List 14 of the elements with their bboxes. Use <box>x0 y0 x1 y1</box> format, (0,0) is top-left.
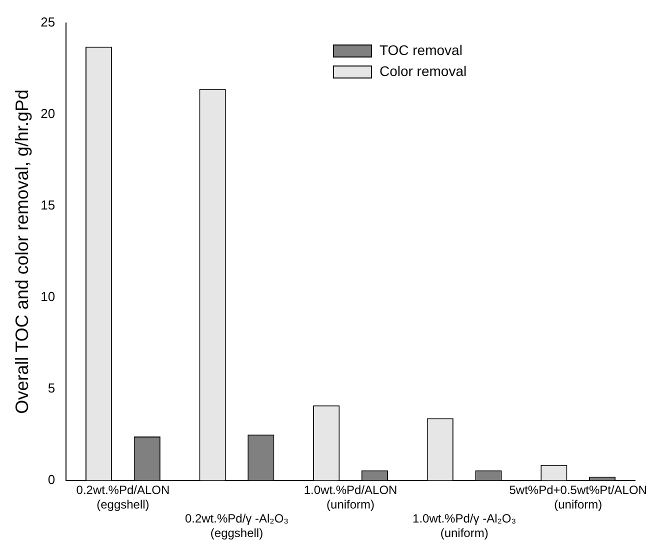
y-tick-label: 15 <box>40 198 56 213</box>
x-tick-label: 0.2wt.%Pd/ALON (eggshell) <box>76 482 170 512</box>
y-tick-label: 10 <box>40 289 56 304</box>
x-tick-label: 1.0wt.%Pd/γ -Al₂O₃ (uniform) <box>412 512 516 540</box>
y-tick-label: 0 <box>48 472 56 487</box>
legend-label: Color removal <box>379 62 467 79</box>
y-tick-label: 5 <box>48 380 56 396</box>
y-tick-label: 20 <box>40 106 56 122</box>
y-tick-label: 25 <box>40 14 56 30</box>
legend-label: TOC removal <box>379 42 462 58</box>
x-tick-label: 5wt%Pd+0.5wt%Pt/ALON (uniform) <box>509 482 647 512</box>
y-axis-title: Overall TOC and color removal, g/hr.gPd <box>12 89 32 414</box>
x-tick-label: 1.0wt.%Pd/ALON (uniform) <box>304 482 398 512</box>
x-tick-label: 0.2wt.%Pd/γ -Al₂O₃ (eggshell) <box>184 512 289 540</box>
